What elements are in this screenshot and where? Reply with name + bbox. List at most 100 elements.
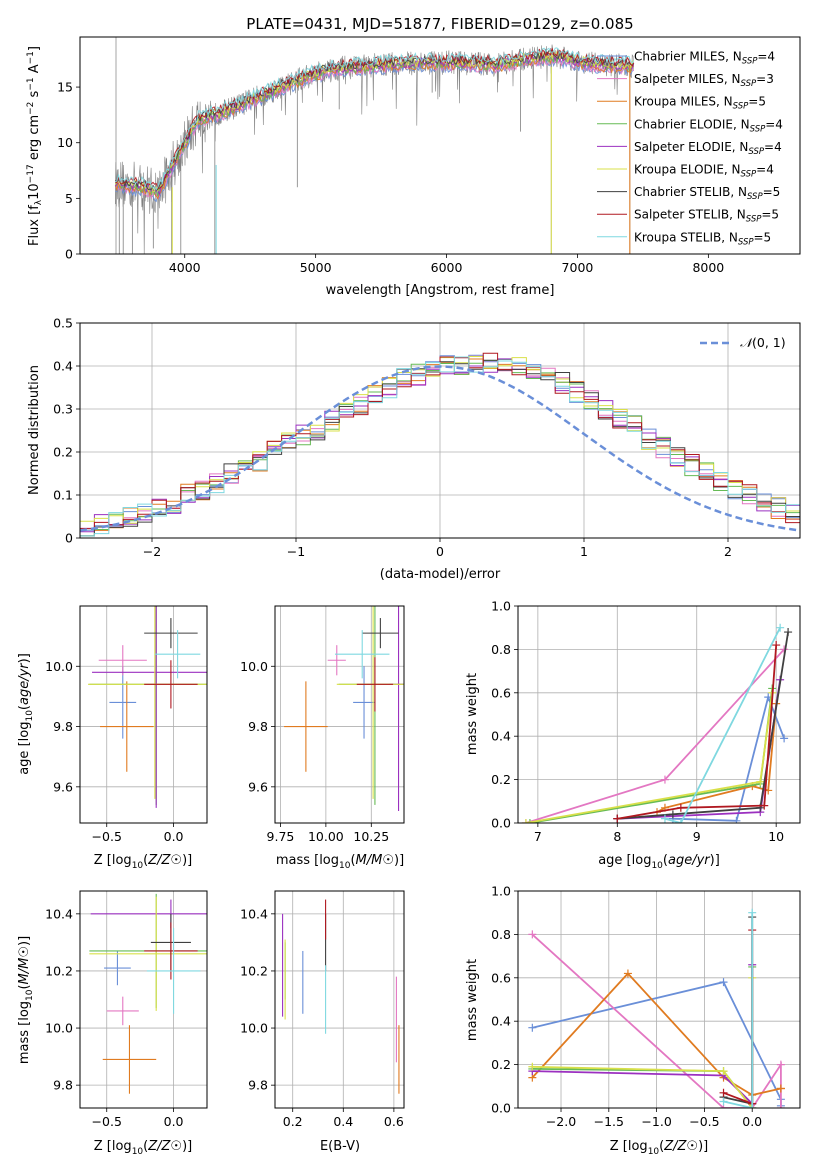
series-marker-kroupa-elodie: [528, 1062, 537, 1071]
x-tick-label: −2.0: [546, 1114, 576, 1129]
y-axis-label: Normed distribution: [27, 365, 42, 495]
x-tick-label: −0.5: [92, 1114, 122, 1129]
weight-vs-metallicity-panel: −2.0 −1.5 −1.0 −0.5 0.0 0.0 0.2 0.4 0.6 0.8 1.0 Z […: [465, 884, 801, 1157]
plot-area: [521, 623, 793, 823]
label-part: λ: [34, 199, 44, 205]
series-marker-chabrier-stelib: [784, 628, 793, 637]
label-part: (: [663, 853, 668, 868]
label-part: Salpeter ELODIE, N: [634, 140, 748, 154]
x-tick-label: 0.2: [283, 1114, 303, 1129]
label-part: 10: [339, 861, 351, 871]
x-tick-label: 10.00: [308, 829, 344, 844]
y-tick-label: 1.0: [491, 599, 511, 614]
plot-area: [284, 606, 404, 811]
x-tick-label: 10: [768, 829, 784, 844]
x-tick-label: −0.5: [689, 1114, 719, 1129]
legend-entry-normal: 𝒩(0, 1): [740, 335, 786, 350]
figure-title: PLATE=0431, MJD=51877, FIBERID=0129, z=0…: [246, 15, 633, 33]
label-part: −17: [26, 164, 36, 183]
label-part: (0, 1): [752, 335, 786, 350]
x-axis-label: Z [log10(Z/Z☉)]: [610, 1139, 708, 1157]
x-tick-label: −2: [143, 544, 161, 559]
x-tick-label: 7: [534, 829, 542, 844]
label-part: SSP: [741, 79, 757, 89]
series-marker-kroupa-stelib: [676, 819, 685, 823]
label-part: SSP: [733, 102, 749, 112]
y-tick-label: 10.0: [45, 1021, 73, 1036]
y-tick-label: 0.6: [491, 685, 511, 700]
axes-frame: [274, 890, 405, 1109]
y-axis-label: mass [log10(M/M☉)]: [17, 936, 35, 1064]
plot-area: [528, 908, 785, 1108]
label-part: age/yr: [668, 853, 711, 868]
residuals-panel: −2 −1 0 1 2 0 0.1 0.2 0.3 0.4 0.5 (data-model)/erro…: [27, 316, 801, 582]
label-part: Salpeter STELIB, N: [634, 208, 746, 222]
y-tick-label: 0: [65, 531, 73, 546]
series-line-chabrier-elodie: [529, 688, 774, 823]
y-tick-label: 9.6: [248, 779, 268, 794]
x-tick-label: 4000: [169, 260, 201, 275]
axes-frame: [517, 890, 801, 1109]
x-axis-label: mass [log10(M/M☉)]: [276, 853, 404, 871]
y-tick-label: 0.0: [491, 1101, 511, 1116]
model-salpeter-miles: [115, 56, 635, 200]
label-part: Kroupa STELIB, N: [634, 230, 738, 244]
x-tick-label: 0.6: [384, 1114, 404, 1129]
legend-entry-salpeter-elodie: Salpeter ELODIE, NSSP=4: [634, 140, 782, 157]
legend-entry-chabrier-miles: Chabrier MILES, NSSP=4: [634, 50, 775, 67]
y-tick-label: 0.8: [491, 927, 511, 942]
series-marker-kroupa-miles: [623, 969, 632, 978]
y-tick-label: 0.6: [491, 970, 511, 985]
label-part: =4: [765, 117, 783, 131]
series-marker-kroupa-miles: [776, 1084, 785, 1093]
label-part: 10: [132, 861, 144, 871]
y-tick-label: 0.3: [53, 402, 73, 417]
series-marker-salpeter-miles: [776, 1104, 785, 1108]
label-part: −1: [26, 77, 36, 90]
x-tick-label: 6000: [431, 260, 463, 275]
axes-frame: [517, 605, 801, 824]
x-tick-label: 0: [436, 544, 444, 559]
label-part: SSP: [746, 215, 762, 225]
x-axis-label: E(B-V): [320, 1139, 360, 1154]
series-marker-salpeter-miles: [528, 930, 537, 939]
label-part: Z/Z☉: [663, 1139, 698, 1154]
plot-area: [89, 893, 207, 1094]
normal-curve: [80, 365, 800, 532]
y-tick-label: 9.8: [248, 719, 268, 734]
label-part: 10: [25, 989, 35, 1001]
mass-vs-ebv-panel: 0.2 0.4 0.6 9.8 10.0 10.2 10.4 E(B-V): [240, 890, 405, 1154]
series-marker-kroupa-stelib: [660, 814, 669, 823]
series-marker-kroupa-elodie: [756, 777, 765, 786]
series-marker-salpeter-miles: [660, 775, 669, 784]
axes-frame: [79, 605, 208, 824]
series-marker-salpeter-miles: [776, 1060, 785, 1069]
y-tick-label: 0.2: [491, 772, 511, 787]
label-part: Z [log: [94, 1139, 132, 1154]
model-chabrier-elodie: [115, 53, 634, 197]
label-part: =4: [756, 163, 774, 177]
series-marker-kroupa-elodie: [521, 819, 530, 823]
series-marker-salpeter-stelib: [676, 803, 685, 812]
label-part: =5: [748, 95, 766, 109]
series-line-kroupa-stelib: [723, 912, 754, 1108]
x-axis-label: (data-model)/error: [380, 567, 501, 582]
x-tick-label: 0.0: [742, 1114, 762, 1129]
label-part: ]: [27, 46, 42, 51]
label-part: M/M☉: [356, 853, 394, 868]
series-line-salpeter-miles: [531, 933, 782, 1108]
model-kroupa-stelib: [115, 47, 635, 191]
axes-frame: [274, 605, 405, 824]
series-marker-salpeter-stelib: [719, 1088, 728, 1097]
axes-frame: [79, 890, 208, 1109]
y-tick-label: 0.0: [491, 816, 511, 831]
x-tick-label: 9.75: [267, 829, 295, 844]
y-tick-label: 10.2: [240, 963, 268, 978]
label-part: =3: [756, 72, 774, 86]
label-part: SSP: [742, 57, 758, 67]
series-line-chabrier-stelib: [617, 631, 789, 820]
label-part: (: [17, 705, 32, 710]
series-marker-salpeter-stelib: [772, 641, 781, 650]
x-tick-label: 2: [724, 544, 732, 559]
series-marker-chabrier-miles: [732, 816, 741, 823]
